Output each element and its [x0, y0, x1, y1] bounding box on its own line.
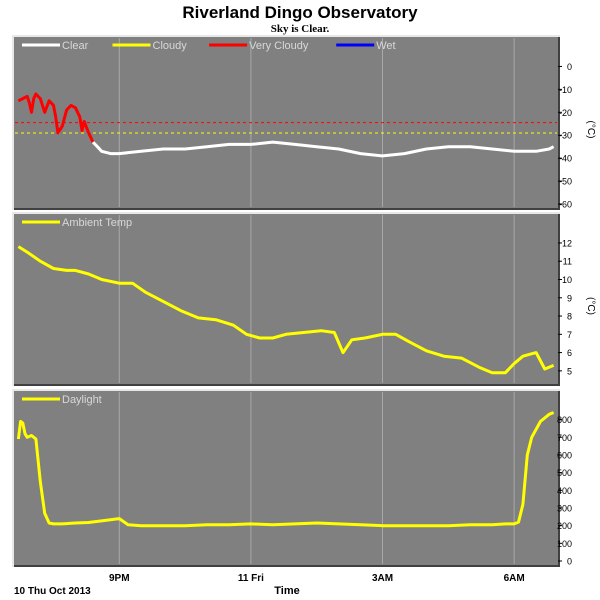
chart-subtitle: Sky is Clear. — [271, 23, 330, 35]
y-tick-label: 9 — [567, 293, 572, 303]
y-tick-label: 700 — [557, 433, 572, 443]
x-axis-label: Time — [274, 585, 299, 597]
y-tick-label: 11 — [563, 257, 572, 267]
y-tick-label: 0 — [567, 62, 572, 72]
legend-label: Ambient Temp — [62, 217, 132, 229]
x-axis: 9PM 11 Fri 3AM 6AM 10 Thu Oct 2013 Time — [14, 573, 525, 597]
y-tick-label: 12 — [562, 238, 572, 248]
y-tick-label: 6 — [567, 348, 572, 358]
chart-title: Riverland Dingo Observatory — [182, 3, 418, 22]
y-tick-label: 200 — [557, 521, 572, 531]
y-tick-label: -10 — [559, 85, 572, 95]
panel-ambient: 5 6 7 8 9 10 11 12 (°C) Ambient Temp — [12, 212, 596, 386]
x-tick-label: 11 Fri — [238, 573, 264, 584]
y-axis-unit: (°C) — [585, 297, 596, 315]
series-line-ambient — [17, 245, 555, 375]
chart-panels: 0 -10 -20 -30 -40 -50 -60 (°C) Clear Cloudy Very C… — [12, 35, 596, 567]
y-tick-label: 300 — [557, 503, 572, 513]
y-tick-label: -60 — [559, 200, 572, 210]
legend-label: Very Cloudy — [249, 40, 309, 52]
x-tick-label: 9PM — [109, 573, 130, 584]
y-tick-label: -50 — [559, 177, 572, 187]
legend-label: Cloudy — [153, 40, 188, 52]
y-tick-label: 7 — [567, 330, 572, 340]
x-date-label: 10 Thu Oct 2013 — [14, 586, 91, 597]
panel-background — [14, 391, 558, 565]
y-tick-label: -20 — [559, 108, 572, 118]
y-tick-label: 800 — [557, 415, 572, 425]
y-tick-label: -30 — [559, 131, 572, 141]
series-line-sky — [17, 92, 95, 143]
legend-label: Clear — [62, 40, 89, 52]
x-tick-label: 3AM — [372, 573, 393, 584]
series-line-daylight — [16, 411, 555, 528]
y-tick-label: 500 — [557, 468, 572, 478]
y-tick-label: 100 — [557, 539, 572, 549]
y-tick-label: 600 — [557, 450, 572, 460]
series-line-sky — [91, 140, 555, 158]
legend-label: Daylight — [62, 394, 102, 406]
panel-daylight: 0 100 200 300 400 500 600 700 800 Daylight — [12, 389, 572, 567]
panel-sky: 0 -10 -20 -30 -40 -50 -60 (°C) Clear Cloudy Very C… — [12, 35, 596, 210]
y-tick-label: 10 — [562, 275, 572, 285]
legend-label: Wet — [376, 40, 395, 52]
y-tick-label: 0 — [567, 557, 572, 567]
panel-background — [14, 214, 558, 384]
y-tick-label: -40 — [559, 154, 572, 164]
y-tick-label: 8 — [567, 312, 572, 322]
y-tick-label: 400 — [557, 486, 572, 496]
y-tick-label: 5 — [567, 366, 572, 376]
y-axis-unit: (°C) — [585, 121, 596, 139]
x-tick-label: 6AM — [504, 573, 525, 584]
